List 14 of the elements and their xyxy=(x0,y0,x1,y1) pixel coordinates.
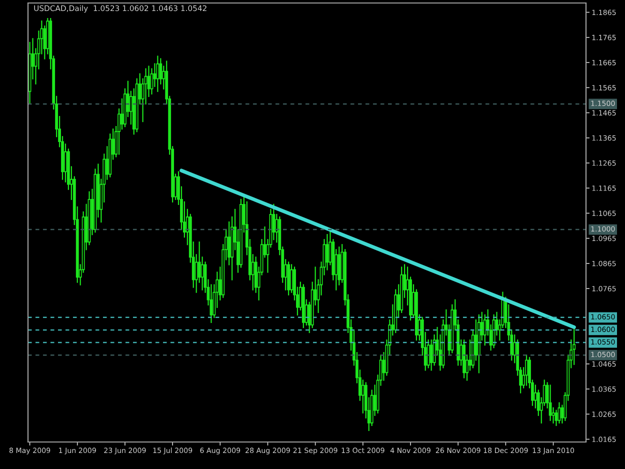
candlestick xyxy=(477,314,480,374)
candlestick xyxy=(290,264,293,293)
candlestick xyxy=(534,384,537,408)
candlestick xyxy=(572,328,576,365)
candlestick xyxy=(287,262,290,296)
candlestick xyxy=(361,380,364,414)
candlestick xyxy=(64,144,67,182)
candlestick xyxy=(400,266,404,313)
candlestick xyxy=(462,339,466,378)
candlestick xyxy=(492,314,496,348)
candlestick xyxy=(156,56,160,92)
candlestick xyxy=(302,284,305,328)
candlestick xyxy=(548,384,552,421)
candlestick xyxy=(525,354,528,386)
